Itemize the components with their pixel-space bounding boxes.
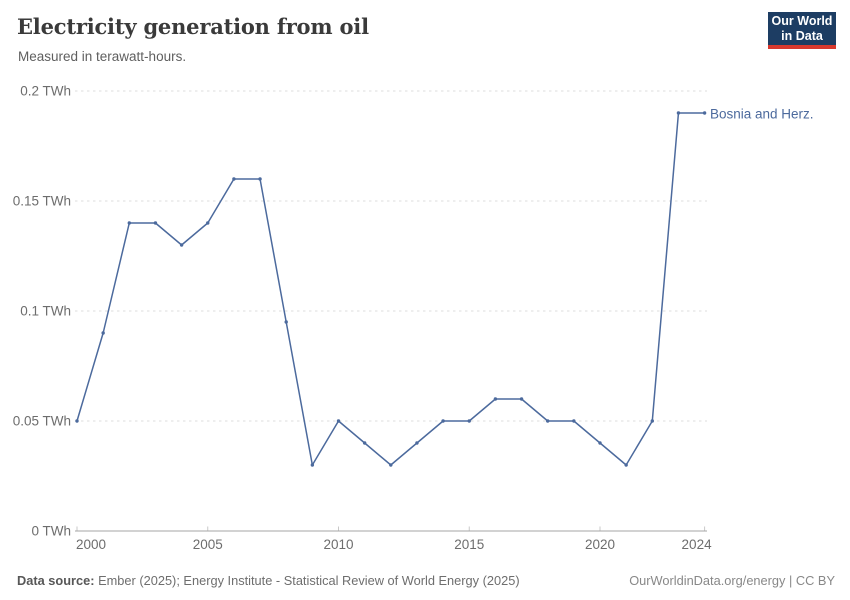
owid-logo-line2: in Data (781, 28, 823, 43)
data-point[interactable] (493, 397, 498, 401)
data-point[interactable] (650, 419, 654, 423)
y-tick-label: 0.05 TWh (13, 414, 71, 429)
x-tick-label: 2024 (682, 537, 713, 552)
data-source-note: Data source: Ember (2025); Energy Instit… (17, 573, 520, 588)
data-source-label: Data source: (17, 573, 95, 588)
data-point[interactable] (153, 221, 158, 225)
data-point[interactable] (232, 177, 236, 181)
data-point[interactable] (127, 221, 131, 225)
page-title: Electricity generation from oil (17, 14, 369, 39)
data-source-text: Ember (2025); Energy Institute - Statist… (94, 573, 520, 588)
x-tick-label: 2000 (76, 537, 106, 552)
data-point[interactable] (702, 111, 707, 115)
data-point[interactable] (101, 331, 105, 335)
series-end-label[interactable]: Bosnia and Herz. (710, 107, 814, 122)
data-point[interactable] (206, 221, 210, 225)
owid-logo[interactable]: Our World in Data (768, 12, 836, 49)
data-point[interactable] (389, 463, 393, 467)
data-point[interactable] (258, 177, 262, 181)
data-point[interactable] (284, 320, 288, 324)
y-tick-label: 0.2 TWh (20, 84, 71, 99)
x-tick-label: 2010 (323, 537, 353, 552)
y-tick-label: 0.1 TWh (20, 304, 71, 319)
data-point[interactable] (546, 419, 550, 423)
data-point[interactable] (676, 111, 681, 115)
data-point[interactable] (415, 441, 419, 445)
data-point[interactable] (572, 419, 576, 423)
data-point[interactable] (467, 419, 471, 423)
data-point[interactable] (310, 463, 315, 467)
x-tick-label: 2020 (585, 537, 615, 552)
data-point[interactable] (441, 419, 445, 423)
chart-subtitle: Measured in terawatt-hours. (18, 49, 187, 64)
credit-link[interactable]: OurWorldinData.org/energy | CC BY (629, 573, 835, 588)
y-tick-label: 0.15 TWh (13, 194, 71, 209)
data-point[interactable] (519, 397, 524, 401)
y-tick-label: 0 TWh (31, 524, 71, 539)
chart-footer: Data source: Ember (2025); Energy Instit… (0, 573, 850, 588)
data-point[interactable] (75, 419, 79, 423)
data-point[interactable] (179, 243, 184, 247)
data-line[interactable] (76, 112, 705, 466)
data-point[interactable] (598, 441, 602, 445)
data-point[interactable] (624, 463, 628, 467)
x-tick-label: 2015 (454, 537, 484, 552)
owid-logo-line1: Our World (771, 13, 833, 28)
data-point[interactable] (336, 419, 341, 423)
data-point[interactable] (362, 441, 367, 445)
x-tick-label: 2005 (193, 537, 223, 552)
